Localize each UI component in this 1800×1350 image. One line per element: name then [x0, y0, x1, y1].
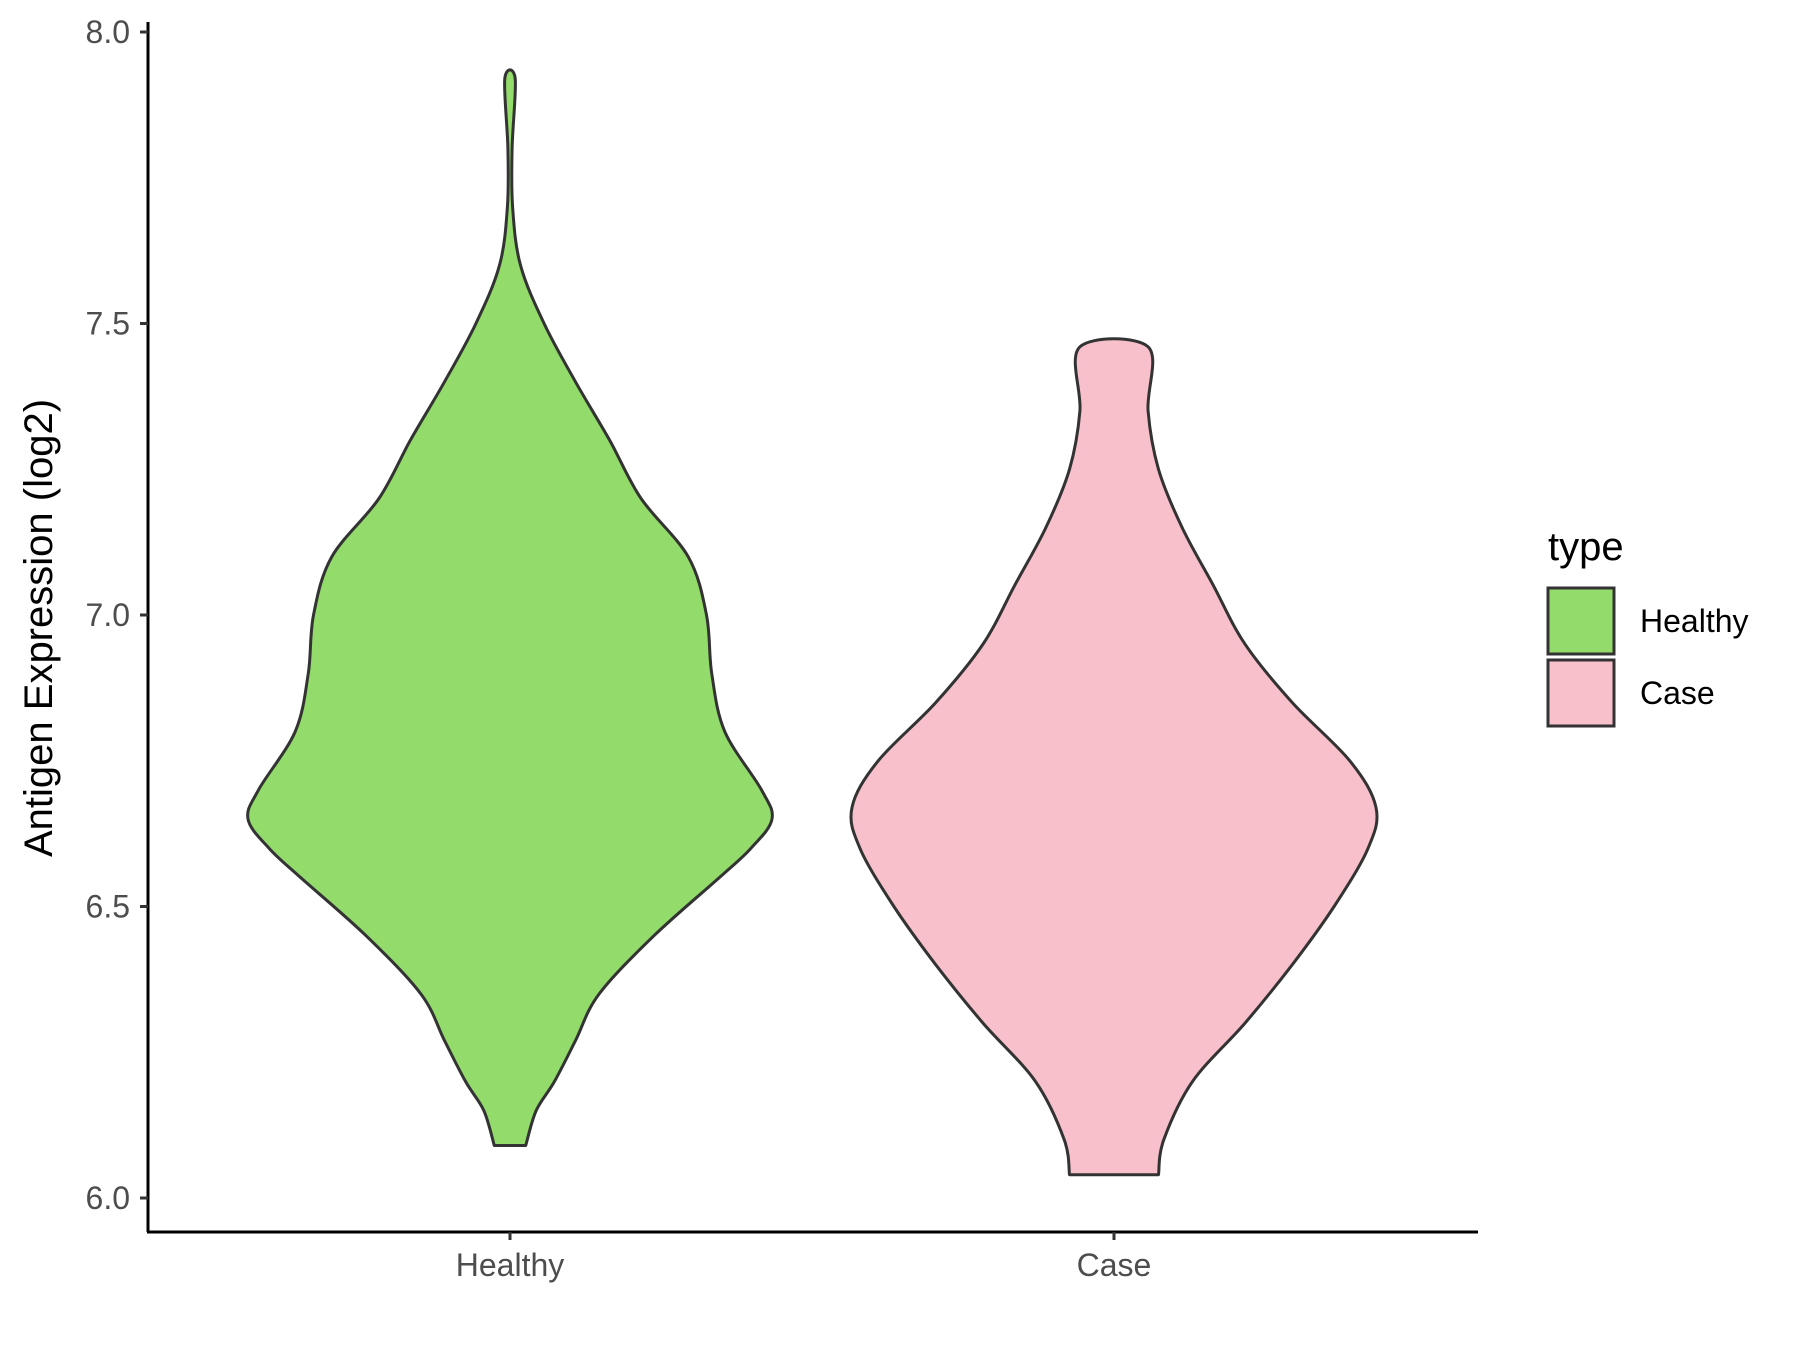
- x-tick-label-case: Case: [1077, 1247, 1152, 1283]
- y-tick-label: 7.5: [86, 306, 130, 342]
- y-tick-label: 6.5: [86, 889, 130, 925]
- legend: type Healthy Case: [1546, 525, 1749, 728]
- tick-labels: 6.0 6.5 7.0 7.5 8.0 Healthy Case: [86, 14, 1152, 1283]
- y-axis-title: Antigen Expression (log2): [17, 399, 61, 857]
- y-tick-label: 6.0: [86, 1180, 130, 1216]
- legend-title: type: [1548, 525, 1624, 569]
- y-tick-label: 8.0: [86, 14, 130, 50]
- plot-area: [246, 68, 1379, 1177]
- legend-label-case: Case: [1640, 675, 1715, 711]
- legend-label-healthy: Healthy: [1640, 603, 1749, 639]
- legend-swatch-healthy: [1546, 586, 1616, 656]
- x-tick-label-healthy: Healthy: [456, 1247, 565, 1283]
- axes: [146, 22, 1478, 1234]
- violin-case: [849, 337, 1379, 1177]
- y-tick-label: 7.0: [86, 597, 130, 633]
- legend-swatch-case: [1546, 658, 1616, 728]
- violin-healthy: [246, 68, 774, 1147]
